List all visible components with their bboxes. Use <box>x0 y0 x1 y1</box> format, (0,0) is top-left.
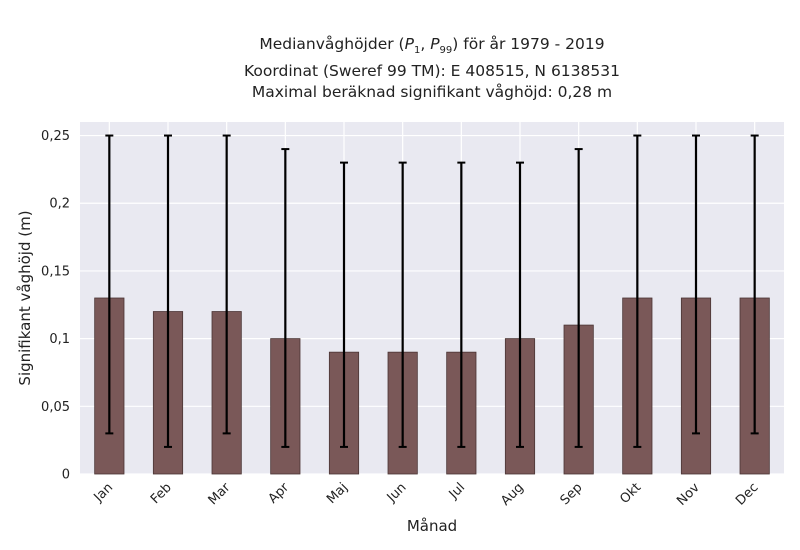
y-tick-label: 0,2 <box>49 197 70 212</box>
title-p-symbol: P <box>430 35 440 53</box>
x-tick-label: Jun <box>384 480 410 506</box>
x-tick-label: Sep <box>558 480 586 508</box>
x-tick-label: Mar <box>206 480 234 508</box>
chart-title-line-3: Maximal beräknad signifikant våghöjd: 0,… <box>251 83 613 102</box>
title-p-symbol: P <box>404 35 414 53</box>
y-tick-label: 0,15 <box>41 264 70 279</box>
title-suffix: ) för år 1979 - 2019 <box>452 35 605 53</box>
title-prefix: Medianvåghöjder ( <box>259 35 405 53</box>
x-tick-label: Nov <box>674 480 703 509</box>
plot-area <box>80 122 784 474</box>
chart-title: Medianvåghöjder (P1, P99) för år 1979 - … <box>80 34 784 103</box>
title-p99-subscript: 99 <box>439 45 453 57</box>
x-axis-ticks: Jan Feb Mar Apr Maj Jun Jul Aug Sep Okt Nov Dec <box>91 480 762 509</box>
chart-title-line-1: Medianvåghöjder (P1, P99) för år 1979 - … <box>259 35 605 57</box>
x-tick-label: Dec <box>733 480 761 508</box>
x-tick-label: Jan <box>91 480 116 505</box>
title-p1-subscript: 1 <box>413 45 421 57</box>
chart-title-line-2: Koordinat (Sweref 99 TM): E 408515, N 61… <box>244 62 620 81</box>
x-tick-label: Maj <box>324 480 351 507</box>
x-tick-label: Aug <box>498 480 527 509</box>
x-tick-label: Jul <box>446 480 468 502</box>
x-axis-label: Månad <box>407 517 457 535</box>
y-tick-label: 0 <box>62 468 70 483</box>
x-tick-label: Okt <box>617 480 644 507</box>
y-tick-label: 0,1 <box>49 332 70 347</box>
x-tick-label: Feb <box>148 480 175 507</box>
y-tick-label: 0,25 <box>41 129 70 144</box>
x-tick-label: Apr <box>266 480 293 507</box>
y-axis-label: Signifikant våghöjd (m) <box>16 210 34 385</box>
error-bars <box>105 134 759 448</box>
y-tick-label: 0,05 <box>41 400 70 415</box>
y-axis-ticks: 0 0,05 0,1 0,15 0,2 0,25 <box>41 129 70 482</box>
